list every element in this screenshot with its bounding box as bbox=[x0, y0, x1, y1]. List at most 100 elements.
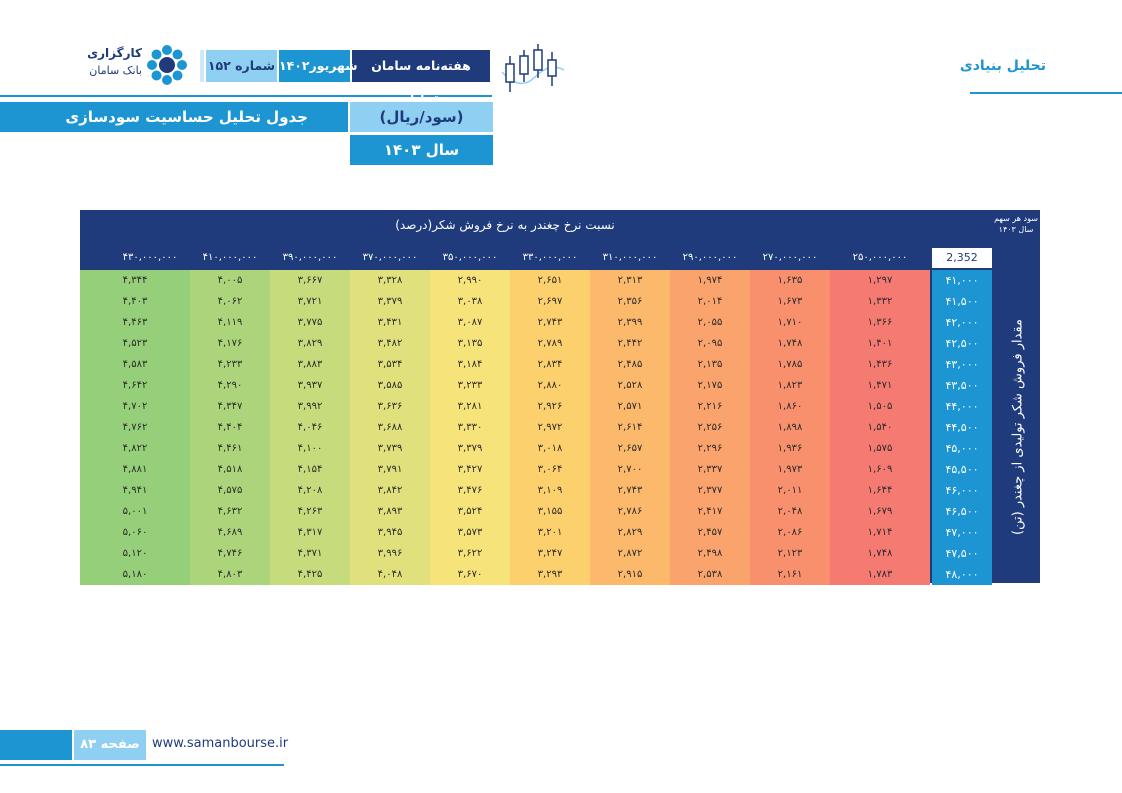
table-cell: ۱,۷۱۰ bbox=[750, 312, 830, 333]
table-cell: ۲,۸۷۲ bbox=[590, 543, 670, 564]
table-cell: ۴,۲۶۳ bbox=[270, 501, 350, 522]
table-cell: ۴,۱۵۴ bbox=[270, 459, 350, 480]
table-cell: ۴,۸۲۲ bbox=[80, 438, 190, 459]
table-cell: ۲,۴۵۷ bbox=[670, 522, 750, 543]
row-axis: مقدار فروش شکر تولیدی از چغندر (تن) bbox=[995, 270, 1040, 583]
table-cell: ۳,۱۸۴ bbox=[430, 354, 510, 375]
row-header: ۴۵,۵۰۰ bbox=[932, 459, 992, 480]
footer-divider bbox=[0, 764, 284, 766]
footer-accent bbox=[0, 730, 72, 760]
table-cell: ۵,۱۲۰ bbox=[80, 543, 190, 564]
table-cell: ۴,۱۱۹ bbox=[190, 312, 270, 333]
table-cell: ۱,۶۴۴ bbox=[830, 480, 930, 501]
table-cell: ۴,۳۷۱ bbox=[270, 543, 350, 564]
column-header: ۲۵۰,۰۰۰,۰۰۰ bbox=[852, 252, 908, 263]
row-header: ۴۸,۰۰۰ bbox=[932, 564, 992, 585]
table-cell: ۳,۶۳۶ bbox=[350, 396, 430, 417]
table-cell: ۴,۸۰۳ bbox=[190, 564, 270, 585]
table-cell: ۴,۴۶۳ bbox=[80, 312, 190, 333]
row-header: ۴۶,۰۰۰ bbox=[932, 480, 992, 501]
table-cell: ۲,۷۴۳ bbox=[510, 312, 590, 333]
table-cell: ۲,۳۱۳ bbox=[590, 270, 670, 291]
table-cell: ۱,۸۲۳ bbox=[750, 375, 830, 396]
table-cell: ۱,۵۴۰ bbox=[830, 417, 930, 438]
section-title: تحلیل بنیادی bbox=[959, 58, 1046, 74]
table-cell: ۲,۴۹۸ bbox=[670, 543, 750, 564]
row-header: ۴۳,۵۰۰ bbox=[932, 375, 992, 396]
column-header: ۴۱۰,۰۰۰,۰۰۰ bbox=[202, 252, 258, 263]
table-cell: ۴,۵۲۳ bbox=[80, 333, 190, 354]
issue-number: شماره ۱۵۲ bbox=[206, 50, 277, 82]
table-cell: ۳,۰۳۸ bbox=[430, 291, 510, 312]
table-cell: ۳,۲۹۳ bbox=[510, 564, 590, 585]
table-cell: ۳,۳۷۹ bbox=[430, 438, 510, 459]
column-header: ۴۳۰,۰۰۰,۰۰۰ bbox=[122, 252, 178, 263]
table-cell: ۲,۷۴۳ bbox=[590, 480, 670, 501]
table-cell: ۳,۰۶۴ bbox=[510, 459, 590, 480]
table-cell: ۲,۲۹۶ bbox=[670, 438, 750, 459]
website-link[interactable]: www.samanbourse.ir bbox=[152, 736, 289, 751]
table-row: ۴,۸۸۱ ۴,۵۱۸ ۴,۱۵۴ ۳,۷۹۱ ۳,۴۲۷ ۳,۰۶۴ ۲,۷۰۰ ۲,۳۳۷… bbox=[80, 459, 930, 480]
table-cell: ۲,۱۶۱ bbox=[750, 564, 830, 585]
row-header: ۴۲,۰۰۰ bbox=[932, 312, 992, 333]
table-cell: ۳,۴۷۶ bbox=[430, 480, 510, 501]
logo-text: کارگزاری bbox=[87, 46, 142, 60]
table-cell: ۳,۰۱۸ bbox=[510, 438, 590, 459]
table-cell: ۲,۶۵۱ bbox=[510, 270, 590, 291]
table-row: ۵,۱۸۰ ۴,۸۰۳ ۴,۴۲۵ ۴,۰۴۸ ۳,۶۷۰ ۳,۲۹۳ ۲,۹۱۵ ۲,۵۳۸… bbox=[80, 564, 930, 585]
table-cell: ۴,۳۴۷ bbox=[190, 396, 270, 417]
saman-logo-icon bbox=[146, 44, 188, 86]
table-row: ۵,۱۲۰ ۴,۷۴۶ ۴,۳۷۱ ۳,۹۹۶ ۳,۶۲۲ ۳,۲۴۷ ۲,۸۷۲ ۲,۴۹۸… bbox=[80, 543, 930, 564]
table-cell: ۱,۷۴۸ bbox=[750, 333, 830, 354]
table-cell: ۴,۵۸۳ bbox=[80, 354, 190, 375]
column-header: ۳۷۰,۰۰۰,۰۰۰ bbox=[362, 252, 418, 263]
table-cell: ۴,۴۰۴ bbox=[190, 417, 270, 438]
table-cell: ۱,۷۸۳ bbox=[830, 564, 930, 585]
table-cell: ۳,۲۳۳ bbox=[430, 375, 510, 396]
table-cell: ۲,۳۵۶ bbox=[590, 291, 670, 312]
table-cell: ۳,۶۷۰ bbox=[430, 564, 510, 585]
row-header: ۴۶,۵۰۰ bbox=[932, 501, 992, 522]
table-row: ۴,۳۴۴ ۴,۰۰۵ ۳,۶۶۷ ۳,۳۲۸ ۲,۹۹۰ ۲,۶۵۱ ۲,۳۱۳ ۱,۹۷۴… bbox=[80, 270, 930, 291]
table-cell: ۱,۷۱۴ bbox=[830, 522, 930, 543]
table-cell: ۱,۹۷۳ bbox=[750, 459, 830, 480]
table-cell: ۱,۹۳۶ bbox=[750, 438, 830, 459]
table-cell: ۴,۰۴۸ bbox=[350, 564, 430, 585]
table-cell: ۳,۵۷۳ bbox=[430, 522, 510, 543]
column-header: ۳۳۰,۰۰۰,۰۰۰ bbox=[522, 252, 578, 263]
table-cell: ۲,۸۸۰ bbox=[510, 375, 590, 396]
table-cell: ۲,۷۸۹ bbox=[510, 333, 590, 354]
table-cell: ۲,۷۰۰ bbox=[590, 459, 670, 480]
table-cell: ۱,۷۸۵ bbox=[750, 354, 830, 375]
table-cell: ۴,۰۰۵ bbox=[190, 270, 270, 291]
table-cell: ۵,۰۰۱ bbox=[80, 501, 190, 522]
table-cell: ۲,۳۷۷ bbox=[670, 480, 750, 501]
table-cell: ۳,۵۲۴ bbox=[430, 501, 510, 522]
table-cell: ۲,۸۳۴ bbox=[510, 354, 590, 375]
row-header: ۴۱,۵۰۰ bbox=[932, 291, 992, 312]
table-row: ۴,۷۶۲ ۴,۴۰۴ ۴,۰۴۶ ۳,۶۸۸ ۳,۳۳۰ ۲,۹۷۲ ۲,۶۱۴ ۲,۲۵۶… bbox=[80, 417, 930, 438]
table-cell: ۲,۵۷۱ bbox=[590, 396, 670, 417]
table-cell: ۵,۰۶۰ bbox=[80, 522, 190, 543]
table-cell: ۲,۹۱۵ bbox=[590, 564, 670, 585]
header-divider bbox=[970, 92, 1122, 94]
table-cell: ۴,۷۰۲ bbox=[80, 396, 190, 417]
table-cell: ۳,۰۸۷ bbox=[430, 312, 510, 333]
table-cell: ۳,۹۳۷ bbox=[270, 375, 350, 396]
table-cell: ۲,۵۳۸ bbox=[670, 564, 750, 585]
table-cell: ۲,۵۲۸ bbox=[590, 375, 670, 396]
table-row: ۴,۴۰۳ ۴,۰۶۲ ۳,۷۲۱ ۳,۳۷۹ ۳,۰۳۸ ۲,۶۹۷ ۲,۳۵۶ ۲,۰۱۴… bbox=[80, 291, 930, 312]
year-label: سال ۱۴۰۳ bbox=[350, 135, 493, 165]
table-cell: ۱,۶۷۹ bbox=[830, 501, 930, 522]
table-cell: ۳,۲۴۷ bbox=[510, 543, 590, 564]
table-cell: ۴,۴۲۵ bbox=[270, 564, 350, 585]
table-cell: ۴,۹۴۱ bbox=[80, 480, 190, 501]
table-cell: ۴,۷۶۲ bbox=[80, 417, 190, 438]
table-cell: ۲,۰۹۵ bbox=[670, 333, 750, 354]
table-cell: ۲,۰۱۱ bbox=[750, 480, 830, 501]
table-cell: ۲,۰۵۵ bbox=[670, 312, 750, 333]
table-cell: ۲,۴۸۵ bbox=[590, 354, 670, 375]
table-cell: ۲,۹۷۲ bbox=[510, 417, 590, 438]
table-cell: ۱,۶۳۵ bbox=[750, 270, 830, 291]
table-cell: ۲,۱۲۳ bbox=[750, 543, 830, 564]
